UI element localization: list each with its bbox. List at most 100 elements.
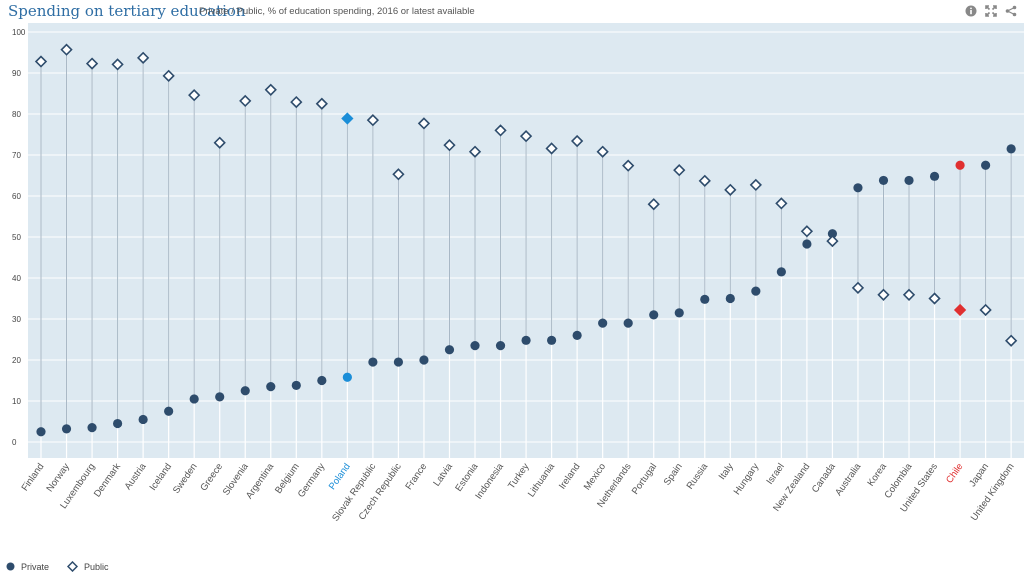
- public-point[interactable]: [698, 174, 711, 187]
- legend-item-public[interactable]: Public: [67, 561, 109, 572]
- x-category-label: Korea: [865, 461, 889, 489]
- private-point[interactable]: [700, 294, 710, 304]
- private-point[interactable]: [649, 310, 659, 320]
- private-point[interactable]: [776, 267, 786, 277]
- public-point[interactable]: [213, 136, 226, 149]
- public-point[interactable]: [673, 164, 686, 177]
- private-point[interactable]: [955, 160, 965, 170]
- public-point[interactable]: [928, 292, 941, 305]
- private-point[interactable]: [802, 239, 812, 249]
- private-point[interactable]: [419, 355, 429, 365]
- private-point[interactable]: [751, 286, 761, 296]
- y-tick-label: 30: [12, 315, 21, 324]
- private-point[interactable]: [521, 335, 531, 345]
- public-point[interactable]: [1005, 334, 1018, 347]
- public-point[interactable]: [443, 139, 456, 152]
- public-point[interactable]: [979, 303, 992, 317]
- x-category-label: Denmark: [92, 461, 123, 499]
- public-point[interactable]: [877, 288, 890, 301]
- private-point[interactable]: [598, 318, 608, 328]
- public-point[interactable]: [545, 142, 558, 155]
- public-point[interactable]: [519, 130, 533, 143]
- public-point[interactable]: [366, 114, 380, 127]
- public-point[interactable]: [290, 95, 303, 109]
- public-point[interactable]: [341, 112, 354, 125]
- x-category-label: Finland: [20, 461, 47, 493]
- public-point[interactable]: [570, 134, 584, 148]
- x-category-label: Spain: [662, 461, 685, 487]
- private-point[interactable]: [981, 160, 991, 170]
- private-point[interactable]: [138, 414, 148, 425]
- y-tick-label: 100: [12, 28, 26, 37]
- public-point[interactable]: [468, 145, 482, 158]
- public-point[interactable]: [596, 145, 609, 158]
- public-point[interactable]: [953, 303, 967, 317]
- public-point[interactable]: [315, 97, 328, 110]
- private-point[interactable]: [112, 418, 123, 429]
- info-icon[interactable]: [964, 4, 978, 18]
- x-category-label: Lithuania: [526, 461, 558, 499]
- x-category-label: France: [403, 461, 429, 492]
- private-point[interactable]: [342, 372, 352, 382]
- public-diamond-icon: [67, 561, 79, 572]
- private-point[interactable]: [725, 293, 735, 304]
- x-category-label: Mexico: [582, 461, 608, 492]
- private-point[interactable]: [470, 341, 480, 351]
- private-point[interactable]: [87, 423, 97, 433]
- private-point[interactable]: [853, 183, 863, 193]
- public-point[interactable]: [392, 168, 405, 181]
- public-point[interactable]: [494, 124, 507, 137]
- y-tick-label: 90: [12, 69, 21, 78]
- public-point[interactable]: [902, 288, 916, 301]
- private-point[interactable]: [393, 357, 404, 367]
- fullscreen-icon[interactable]: [984, 4, 998, 18]
- x-category-label: Russia: [685, 461, 711, 492]
- private-point[interactable]: [547, 335, 557, 345]
- public-point[interactable]: [800, 225, 814, 238]
- public-point[interactable]: [239, 94, 252, 108]
- private-point[interactable]: [444, 345, 455, 355]
- private-point[interactable]: [368, 357, 378, 367]
- private-point[interactable]: [291, 380, 301, 391]
- public-point[interactable]: [622, 159, 635, 172]
- x-category-label: Sweden: [171, 461, 200, 495]
- private-point[interactable]: [164, 406, 174, 416]
- x-category-label: Iceland: [148, 461, 175, 492]
- private-point[interactable]: [623, 318, 633, 328]
- private-point[interactable]: [317, 375, 327, 386]
- public-point[interactable]: [136, 51, 150, 64]
- public-point[interactable]: [417, 117, 431, 130]
- public-point[interactable]: [162, 69, 175, 83]
- public-point[interactable]: [85, 57, 99, 70]
- public-point[interactable]: [851, 281, 865, 294]
- private-point[interactable]: [904, 175, 914, 186]
- private-point[interactable]: [215, 392, 225, 402]
- public-point[interactable]: [111, 58, 124, 71]
- public-point[interactable]: [647, 198, 660, 211]
- public-point[interactable]: [724, 183, 737, 196]
- private-point[interactable]: [189, 394, 199, 404]
- public-point[interactable]: [60, 43, 73, 56]
- private-point[interactable]: [1006, 144, 1016, 154]
- private-point[interactable]: [572, 330, 582, 340]
- public-point[interactable]: [749, 178, 762, 192]
- toolbar: [964, 4, 1018, 18]
- legend-item-private[interactable]: Private: [6, 561, 49, 572]
- private-point[interactable]: [674, 308, 684, 318]
- private-point[interactable]: [36, 427, 46, 437]
- share-icon[interactable]: [1004, 4, 1018, 18]
- private-point[interactable]: [61, 424, 72, 434]
- private-point[interactable]: [240, 386, 250, 396]
- private-point[interactable]: [827, 229, 838, 239]
- public-point[interactable]: [826, 234, 839, 248]
- public-point[interactable]: [34, 55, 48, 68]
- private-point[interactable]: [495, 341, 506, 351]
- x-category-label: Hungary: [732, 461, 762, 497]
- public-point[interactable]: [775, 197, 788, 210]
- public-point[interactable]: [264, 83, 277, 96]
- private-point[interactable]: [266, 382, 276, 392]
- private-point[interactable]: [878, 175, 889, 186]
- public-point[interactable]: [188, 89, 201, 102]
- private-point[interactable]: [929, 171, 940, 181]
